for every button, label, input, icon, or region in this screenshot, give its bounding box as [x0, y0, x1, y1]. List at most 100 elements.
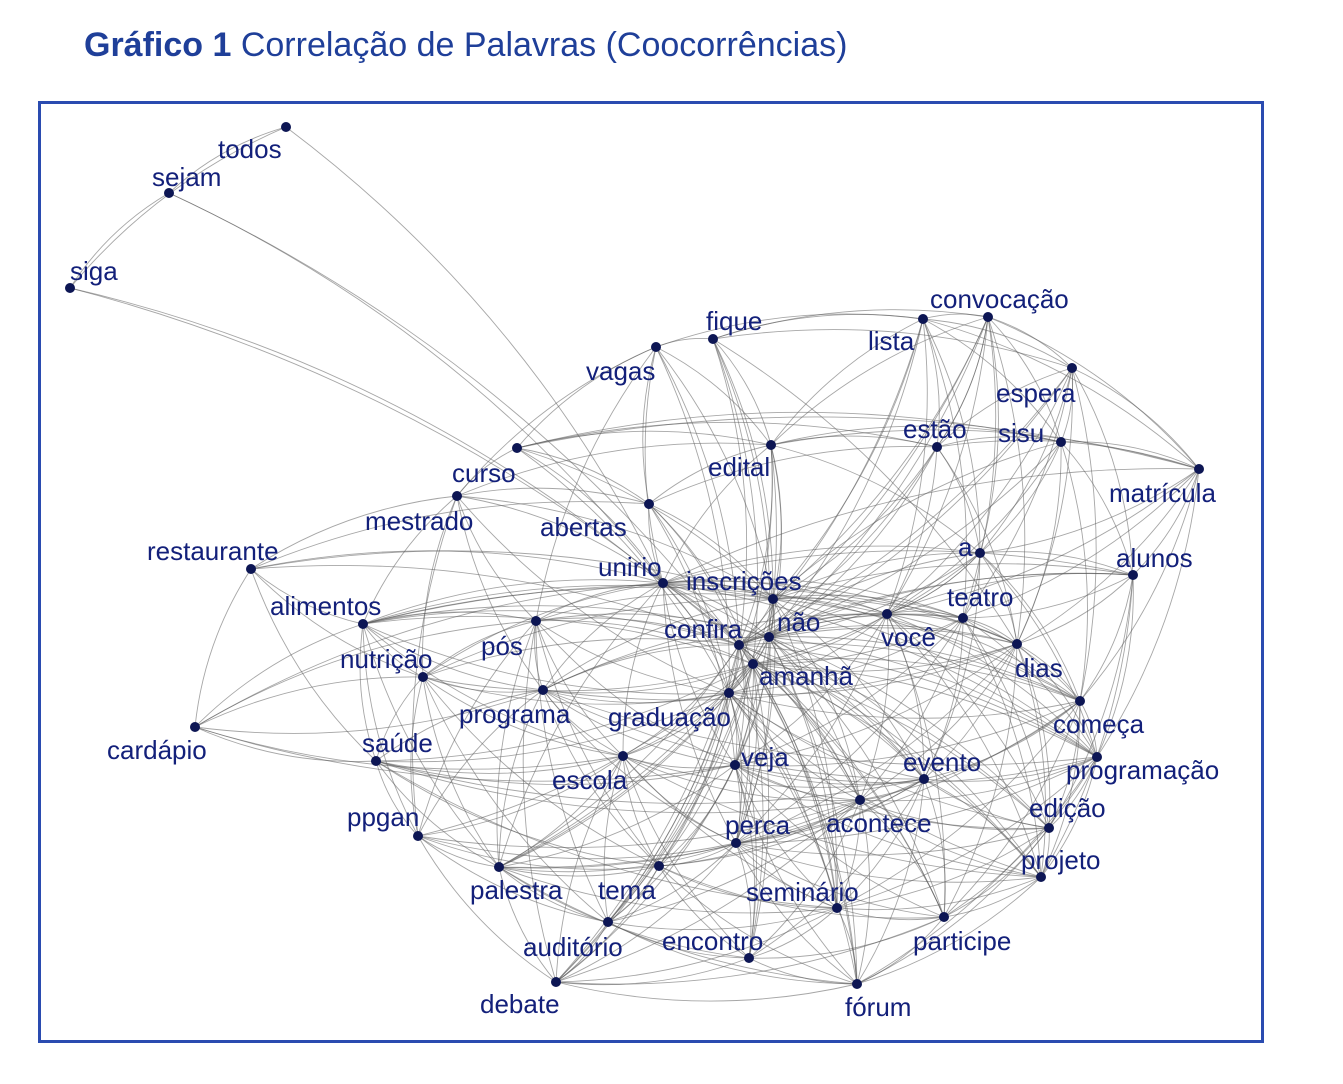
node-label-programacao: programação: [1066, 755, 1219, 785]
edge-escola-acontece: [622, 755, 861, 802]
edge-amanha-dias: [752, 643, 1018, 672]
node-graduacao: [724, 688, 734, 698]
edge-restaurante-abertas: [250, 501, 650, 570]
node-unirio: [658, 578, 668, 588]
edge-unirio-nao: [662, 582, 770, 638]
edge-edital-matricula: [770, 429, 1200, 470]
edge-debate-forum: [555, 981, 858, 1002]
edge-dias-perca: [735, 643, 1018, 844]
node-vagas: [651, 342, 661, 352]
node-label-sisu: sisu: [998, 418, 1044, 448]
edge-unirio-alunos: [662, 550, 1134, 584]
edge-amanha-debate: [555, 663, 754, 983]
edge-sisu-comeca: [1060, 441, 1088, 702]
edge-estao-espera: [936, 367, 1073, 448]
edge-abertas-unirio: [648, 503, 664, 584]
edge-convocacao-nao: [768, 316, 989, 638]
edge-edital-graduacao: [728, 444, 773, 694]
edge-programacao-evento: [923, 756, 1098, 782]
edge-programa-graduacao: [542, 689, 730, 704]
edge-curso-graduacao: [516, 447, 730, 694]
edge-amanha-forum: [752, 663, 858, 985]
edge-perca-debate: [555, 842, 737, 983]
node-label-alunos: alunos: [1116, 543, 1193, 573]
edge-ppgan-perca: [417, 835, 737, 860]
edge-restaurante-alimentos: [250, 568, 364, 625]
edge-perca-auditorio: [607, 842, 737, 923]
edge-edital-lista: [770, 318, 924, 446]
node-label-edicao: edição: [1029, 793, 1106, 823]
edge-convocacao-dias: [987, 316, 1026, 645]
edge-programacao-forum: [856, 756, 1098, 985]
edge-amanha-veja: [734, 663, 754, 766]
edge-alimentos-escola: [362, 623, 624, 757]
edge-estao-matricula: [936, 439, 1200, 470]
edge-nutricao-amanha: [422, 663, 754, 692]
edge-programa-voce: [542, 613, 888, 691]
edge-amanha-a: [752, 552, 981, 665]
figure-title: Gráfico 1 Correlação de Palavras (Coocor…: [84, 26, 847, 65]
node-label-convocacao: convocação: [930, 284, 1069, 314]
edge-unirio-evento: [662, 582, 925, 780]
edge-teatro-programacao: [962, 617, 1098, 758]
edge-perca-participe: [735, 842, 945, 918]
edge-veja-participe: [734, 764, 945, 918]
edge-mestrado-programa: [456, 495, 544, 691]
node-label-participe: participe: [913, 926, 1011, 956]
node-label-perca: perca: [725, 810, 791, 840]
edge-programacao-edicao: [1048, 756, 1098, 829]
edge-comeca-programacao: [1079, 700, 1098, 758]
node-label-ppgan: ppgan: [347, 802, 419, 832]
edge-inscricoes-evento: [772, 598, 925, 780]
edge-edital-a: [770, 444, 981, 554]
edge-a-voce: [886, 552, 981, 615]
edge-evento-seminario: [836, 778, 925, 909]
node-label-dias: dias: [1015, 653, 1063, 683]
edge-unirio-escola: [622, 582, 664, 757]
edge-acontece-auditorio: [607, 799, 861, 923]
edge-tema-forum: [658, 865, 858, 985]
edge-veja-seminario: [734, 764, 838, 909]
edge-dias-comeca: [1016, 643, 1081, 702]
edge-inscricoes-acontece: [772, 598, 861, 801]
node-label-nutricao: nutrição: [340, 644, 433, 674]
edge-matricula-comeca: [1079, 468, 1200, 702]
node-perca: [731, 838, 741, 848]
edge-programa-inscricoes: [542, 598, 774, 691]
edge-fique-edital: [712, 338, 772, 446]
edge-evento-edicao: [923, 778, 1050, 829]
edge-pos-graduacao: [535, 620, 730, 694]
edge-fique-espera: [712, 329, 1073, 369]
edge-estao-abertas: [648, 446, 938, 505]
edge-inscricoes-dias: [772, 597, 1018, 645]
edge-vagas-edital: [655, 346, 772, 446]
edge-saude-programa: [375, 689, 544, 762]
edge-convocacao-estao: [936, 316, 989, 448]
edge-programacao-projeto: [1040, 756, 1098, 878]
edge-programa-unirio: [542, 582, 664, 691]
edges-layer: [69, 126, 1200, 1002]
edge-edicao-veja: [734, 764, 1050, 829]
edge-saude-seminario: [375, 760, 838, 909]
nodes-layer: [65, 122, 1204, 989]
edge-saude-palestra: [375, 760, 500, 868]
edge-sisu-convocacao: [987, 316, 1062, 443]
edge-tema-participe: [658, 865, 945, 919]
node-label-inscricoes: inscrições: [686, 566, 802, 596]
edge-graduacao-comeca: [728, 692, 1081, 719]
edge-lista-teatro: [922, 318, 967, 619]
edge-evento-forum: [856, 778, 925, 985]
edge-auditorio-debate: [555, 921, 609, 983]
edge-todos-unirio: [285, 126, 664, 584]
edge-pos-debate: [522, 620, 557, 983]
node-espera: [1067, 363, 1077, 373]
node-tema: [654, 861, 664, 871]
edge-edital-convocacao: [770, 316, 989, 446]
edge-abertas-edital: [648, 444, 772, 505]
figure-caption: Correlação de Palavras (Coocorrências): [240, 26, 848, 64]
edge-nao-programacao: [768, 636, 1098, 758]
edge-comeca-projeto: [1040, 700, 1081, 878]
edge-nao-voce: [768, 613, 888, 638]
edge-unirio-matricula: [662, 468, 1200, 584]
